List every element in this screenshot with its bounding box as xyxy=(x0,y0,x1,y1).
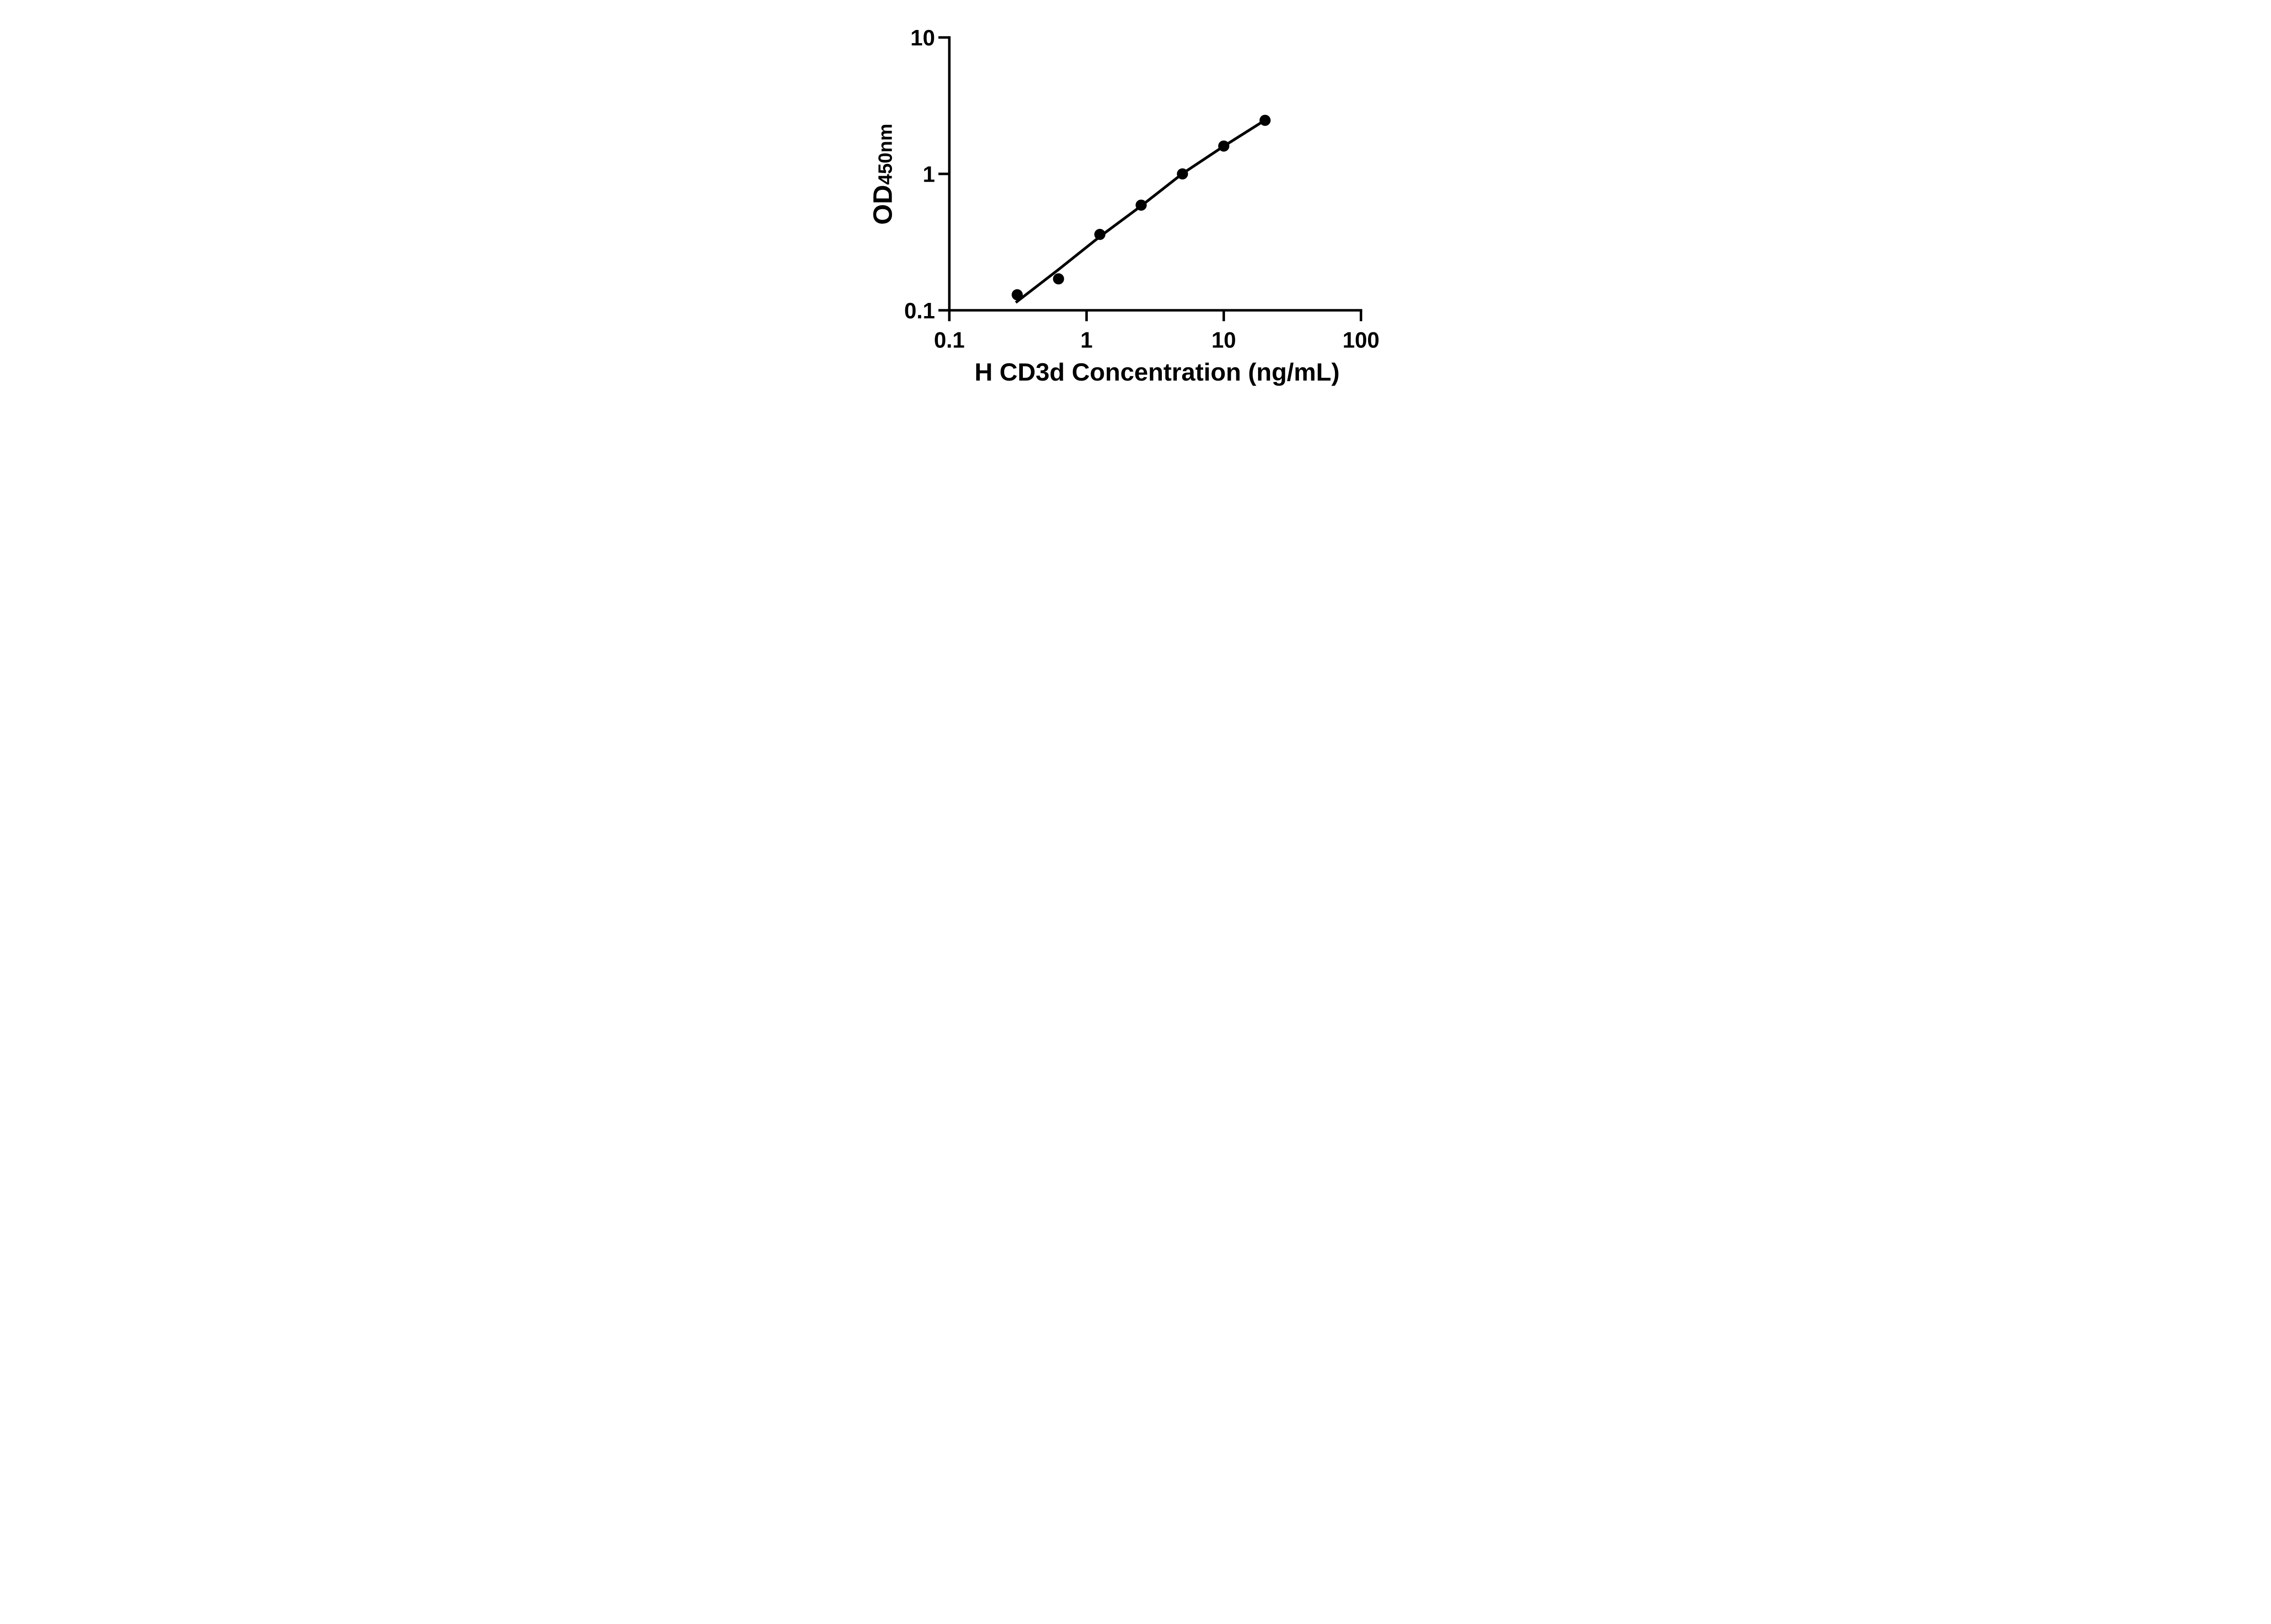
axis-lines xyxy=(948,36,1363,312)
data-point xyxy=(1259,114,1271,126)
data-point xyxy=(1136,199,1147,211)
y-tick-label: 10 xyxy=(910,26,935,50)
data-point xyxy=(1218,140,1230,152)
data-point xyxy=(1177,168,1188,180)
y-axis-title-sub: 450nm xyxy=(875,124,897,185)
axes-layer: 10 1 0.1 0.1 1 10 100 xyxy=(904,26,1379,352)
x-tick-label: 10 xyxy=(1211,328,1236,352)
x-tick-label: 1 xyxy=(1081,328,1093,352)
x-tick-label: 100 xyxy=(1343,328,1379,352)
data-point xyxy=(1094,228,1106,240)
data-point xyxy=(1053,273,1064,285)
y-tick-label: 1 xyxy=(922,162,935,187)
data-point xyxy=(1012,289,1023,301)
data-layer xyxy=(1012,114,1271,304)
y-axis-title: OD450nm xyxy=(868,124,898,225)
chart-figure: 10 1 0.1 0.1 1 10 100 H CD3d Concentration (ng… xyxy=(848,0,1423,406)
x-tick-label: 0.1 xyxy=(934,328,965,352)
x-axis-title: H CD3d Concentration (ng/mL) xyxy=(975,358,1340,386)
y-axis-title-main: OD xyxy=(868,185,898,225)
y-tick-label: 0.1 xyxy=(904,299,935,323)
elisa-standard-curve-chart: 10 1 0.1 0.1 1 10 100 H CD3d Concentration (ng… xyxy=(848,0,1423,406)
